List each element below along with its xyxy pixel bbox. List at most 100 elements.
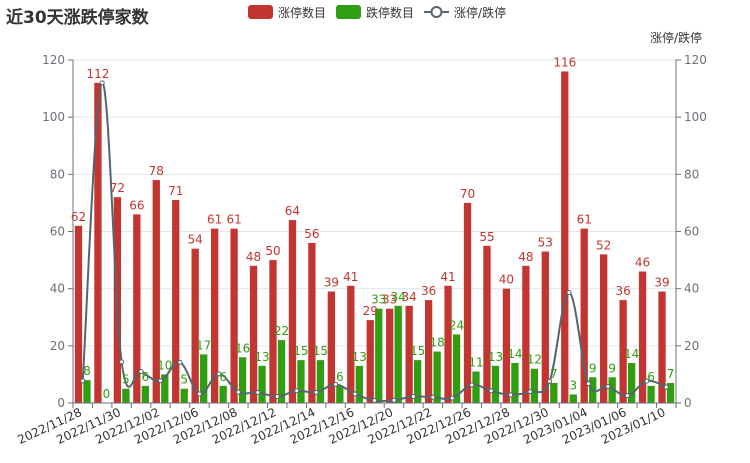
data-label-limit-down: 0	[103, 387, 111, 401]
bars-layer	[74, 71, 675, 403]
data-label-limit-down: 15	[313, 344, 328, 358]
data-label-limit-up: 72	[110, 181, 125, 195]
data-label-limit-up: 66	[129, 198, 144, 212]
bar-limit-down	[161, 374, 169, 403]
bar-limit-down	[375, 308, 383, 403]
data-label-limit-up: 61	[207, 213, 222, 227]
bar-limit-down	[258, 365, 266, 403]
right-axis-tick-label: 0	[684, 396, 692, 410]
data-label-limit-down: 22	[274, 324, 289, 338]
data-label-limit-down: 24	[449, 318, 464, 332]
bar-limit-down	[180, 388, 188, 403]
data-label-limit-up: 55	[479, 230, 494, 244]
ratio-point	[547, 378, 553, 384]
data-label-limit-down: 13	[488, 350, 503, 364]
bar-limit-down	[200, 354, 208, 403]
ratio-point	[158, 378, 164, 384]
bar-limit-up	[600, 254, 608, 403]
data-label-limit-down: 14	[624, 347, 639, 361]
ratio-point	[566, 289, 572, 295]
right-axis-tick-label: 120	[684, 53, 707, 67]
data-label-limit-down: 33	[371, 293, 386, 307]
ratio-point	[410, 394, 416, 400]
data-label-limit-up: 54	[188, 233, 203, 247]
right-axis-tick-label: 40	[684, 282, 699, 296]
bar-limit-up	[444, 285, 452, 403]
bar-limit-up	[386, 308, 394, 403]
ratio-point	[527, 389, 533, 395]
left-axis-tick-label: 80	[50, 167, 65, 181]
bar-limit-up	[658, 291, 666, 403]
legend-swatch-ratio	[424, 6, 450, 18]
ratio-point	[196, 391, 202, 397]
data-label-limit-down: 12	[527, 353, 542, 367]
ratio-point	[216, 371, 222, 377]
ratio-line	[81, 81, 667, 403]
data-label-limit-up: 48	[518, 250, 533, 264]
data-label-limit-down: 6	[336, 370, 344, 384]
bar-limit-up	[522, 265, 530, 403]
right-axis-tick-label: 80	[684, 167, 699, 181]
ratio-point	[488, 388, 494, 394]
data-label-limit-down: 9	[589, 361, 597, 375]
legend-label-limit-up: 涨停数目	[278, 5, 327, 20]
data-label-limit-up: 52	[596, 238, 611, 252]
left-axis-tick-label: 0	[57, 396, 65, 410]
legend[interactable]: 涨停数目 跌停数目 涨停/跌停	[248, 4, 516, 20]
data-label-limit-up: 36	[615, 284, 630, 298]
ratio-point	[177, 359, 183, 365]
bar-limit-up	[561, 71, 569, 403]
data-label-limit-up: 64	[285, 204, 300, 218]
left-axis-tick-label: 100	[42, 110, 65, 124]
data-label-limit-up: 39	[324, 276, 339, 290]
bar-limit-down	[355, 365, 363, 403]
bar-limit-down	[83, 380, 91, 403]
data-label-limit-up: 33	[382, 293, 397, 307]
left-axis-tick-label: 20	[50, 339, 65, 353]
ratio-point	[469, 382, 475, 388]
ratio-point	[274, 394, 280, 400]
chart-title: 近30天涨跌停家数	[6, 8, 149, 28]
data-label-limit-up: 39	[654, 276, 669, 290]
data-label-limit-up: 56	[304, 227, 319, 241]
data-label-limit-down: 5	[122, 373, 130, 387]
data-label-limit-down: 17	[196, 338, 211, 352]
ratio-point	[605, 383, 611, 389]
bar-limit-down	[627, 362, 636, 403]
bar-limit-down	[433, 351, 441, 403]
ratio-point	[449, 395, 455, 401]
bar-limit-down	[647, 385, 655, 403]
legend-swatch-limit-up	[248, 5, 273, 19]
bar-limit-up	[172, 200, 180, 403]
ratio-point	[99, 80, 105, 86]
ratio-line-layer	[80, 80, 669, 403]
legend-item-limit-up[interactable]: 涨停数目	[248, 4, 326, 21]
data-label-limit-down: 13	[254, 350, 269, 364]
ratio-point	[80, 378, 86, 384]
bar-limit-down	[608, 377, 616, 403]
data-label-limit-down: 14	[507, 347, 522, 361]
data-label-limit-down: 7	[550, 367, 558, 381]
legend-item-ratio[interactable]: 涨停/跌停	[424, 4, 506, 21]
data-label-limit-down: 13	[352, 350, 367, 364]
bar-limit-up	[619, 300, 627, 403]
bar-limit-up	[269, 260, 277, 403]
bar-limit-up	[327, 291, 335, 403]
bar-limit-down	[394, 305, 402, 403]
legend-item-limit-down[interactable]: 跌停数目	[336, 4, 414, 21]
data-label-limit-down: 15	[293, 344, 308, 358]
right-axis-tick-label: 60	[684, 225, 699, 239]
ratio-point	[235, 389, 241, 395]
left-axis-tick-label: 120	[42, 53, 65, 67]
data-label-limit-up: 62	[71, 210, 86, 224]
bar-limit-up	[347, 285, 355, 403]
ratio-point	[352, 391, 358, 397]
right-axis-tick-label: 100	[684, 110, 707, 124]
bar-limit-down	[316, 360, 325, 403]
data-label-limit-up: 78	[149, 164, 164, 178]
bar-limit-up	[580, 228, 588, 403]
bar-limit-down	[491, 365, 500, 403]
bar-limit-up	[94, 82, 102, 403]
data-label-limit-down: 6	[142, 370, 150, 384]
